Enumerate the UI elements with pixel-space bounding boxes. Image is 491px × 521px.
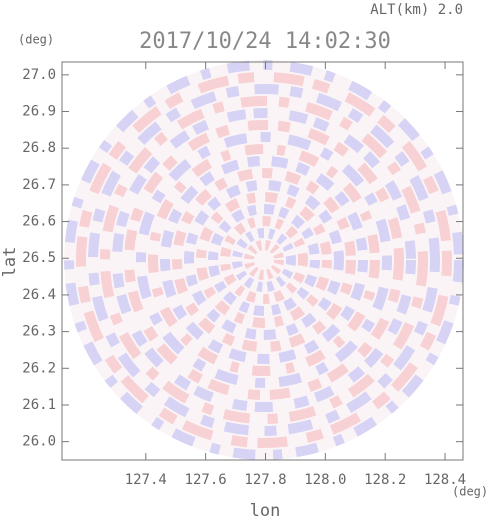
y-unit: (deg) bbox=[18, 33, 54, 47]
subtitle: ALT(km) 2.0 bbox=[370, 2, 463, 18]
y-tick-label: 26.7 bbox=[22, 177, 56, 193]
y-tick-label: 26.1 bbox=[22, 397, 56, 413]
x-unit: (deg) bbox=[452, 485, 488, 499]
y-tick-label: 26.9 bbox=[22, 104, 56, 120]
y-axis-label: lat bbox=[0, 247, 20, 278]
plot-frame bbox=[61, 61, 464, 461]
x-tick-label: 127.8 bbox=[244, 472, 286, 488]
x-tick-label: 127.4 bbox=[125, 472, 167, 488]
y-tick-label: 26.3 bbox=[22, 324, 56, 340]
y-tick-label: 26.0 bbox=[22, 434, 56, 450]
x-axis-label: lon bbox=[250, 501, 281, 521]
y-tick-label: 26.5 bbox=[22, 250, 56, 266]
y-tick-label: 26.6 bbox=[22, 214, 56, 230]
y-tick-label: 26.8 bbox=[22, 140, 56, 156]
chart-title: 2017/10/24 14:02:30 bbox=[139, 29, 391, 54]
x-tick-label: 128.0 bbox=[304, 472, 346, 488]
y-tick-label: 26.2 bbox=[22, 360, 56, 376]
y-tick-label: 27.0 bbox=[22, 67, 56, 83]
x-tick-label: 127.6 bbox=[185, 472, 227, 488]
y-tick-label: 26.4 bbox=[22, 287, 56, 303]
x-tick-label: 128.4 bbox=[424, 472, 466, 488]
x-tick-label: 128.2 bbox=[364, 472, 406, 488]
radar-field bbox=[64, 60, 464, 460]
